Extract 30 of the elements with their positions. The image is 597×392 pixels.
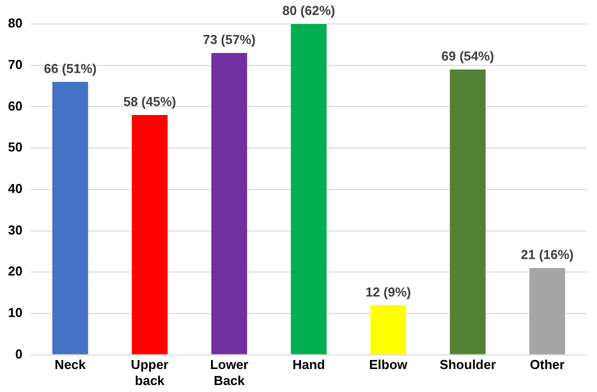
x-tick-label: Neck <box>54 357 87 372</box>
bar <box>52 82 88 354</box>
bar <box>370 305 406 354</box>
y-tick-label: 60 <box>8 98 22 114</box>
bar <box>211 52 248 354</box>
data-label: 80 (62%) <box>282 3 336 18</box>
data-label: 21 (16%) <box>520 247 574 262</box>
bar <box>290 24 327 354</box>
data-label: 12 (9%) <box>365 284 411 300</box>
data-label: 66 (51%) <box>44 60 97 76</box>
y-tick-label: 70 <box>8 56 22 72</box>
x-tick-label: Upper back <box>130 357 168 388</box>
y-tick-label: 20 <box>8 264 22 279</box>
y-tick-label: 50 <box>8 140 22 155</box>
x-tick-label: Hand <box>292 357 326 372</box>
y-tick-label: 0 <box>15 346 22 362</box>
bar <box>529 268 566 354</box>
y-tick-label: 40 <box>8 180 22 196</box>
y-tick-label: 80 <box>8 16 22 31</box>
bar <box>132 114 168 354</box>
x-tick-label: Shoulder <box>440 357 496 372</box>
x-tick-label: Other <box>530 357 565 372</box>
data-label: 69 (54%) <box>441 48 494 64</box>
x-tick-label: Elbow <box>369 357 408 372</box>
y-tick-label: 30 <box>8 222 22 238</box>
y-tick-label: 10 <box>8 305 22 320</box>
x-tick-label: Lower Back <box>210 357 248 388</box>
data-label: 73 (57%) <box>202 32 256 48</box>
bar <box>450 69 486 354</box>
data-label: 58 (45%) <box>123 94 176 110</box>
